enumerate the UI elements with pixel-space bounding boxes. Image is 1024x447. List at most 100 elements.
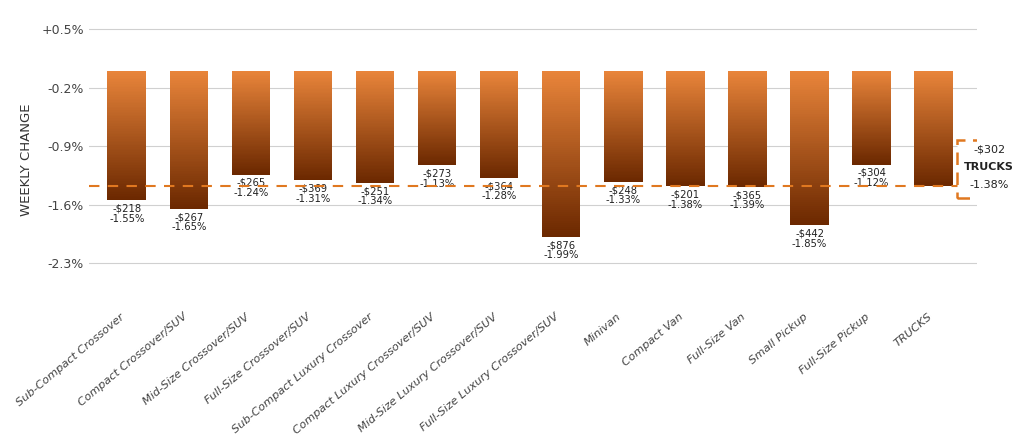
Bar (791, 189, 828, 191)
Bar (852, 93, 891, 94)
Bar (914, 123, 953, 124)
Bar (170, 185, 208, 186)
Bar (542, 119, 581, 121)
Bar (231, 78, 270, 79)
Bar (728, 180, 767, 181)
Bar (355, 88, 394, 89)
Bar (108, 128, 146, 129)
Bar (791, 71, 828, 73)
Bar (294, 149, 332, 150)
Bar (604, 138, 642, 139)
Bar (170, 118, 208, 119)
Bar (604, 103, 642, 105)
Bar (728, 109, 767, 110)
Bar (667, 176, 705, 177)
Bar (480, 174, 518, 175)
Bar (791, 166, 828, 168)
Text: -1.12%: -1.12% (854, 178, 889, 188)
Bar (542, 177, 581, 179)
Bar (852, 79, 891, 80)
Bar (604, 148, 642, 149)
Bar (791, 200, 828, 202)
Bar (355, 181, 394, 183)
Bar (480, 74, 518, 75)
Bar (914, 118, 953, 120)
Bar (294, 122, 332, 123)
Bar (914, 110, 953, 111)
Bar (418, 77, 457, 78)
Bar (355, 174, 394, 176)
Bar (231, 143, 270, 145)
Bar (170, 119, 208, 121)
Bar (604, 92, 642, 93)
Bar (480, 93, 518, 94)
Bar (231, 133, 270, 135)
Bar (355, 176, 394, 177)
Bar (294, 146, 332, 148)
Text: -$273: -$273 (423, 169, 452, 179)
Bar (852, 78, 891, 79)
Bar (667, 148, 705, 149)
Bar (728, 154, 767, 155)
Bar (604, 129, 642, 131)
Bar (604, 174, 642, 175)
Bar (170, 73, 208, 75)
Bar (667, 117, 705, 118)
Bar (108, 179, 146, 181)
Bar (294, 116, 332, 118)
Bar (355, 131, 394, 133)
Bar (728, 81, 767, 83)
Bar (355, 84, 394, 85)
Bar (355, 149, 394, 151)
Bar (914, 159, 953, 160)
Bar (170, 131, 208, 133)
Bar (667, 81, 705, 83)
Bar (231, 141, 270, 142)
Bar (108, 178, 146, 179)
Bar (542, 84, 581, 86)
Bar (667, 91, 705, 93)
Text: TRUCKS: TRUCKS (965, 162, 1014, 172)
Bar (852, 92, 891, 93)
Bar (355, 120, 394, 122)
Bar (418, 85, 457, 86)
Bar (294, 161, 332, 163)
Bar (728, 119, 767, 120)
Bar (604, 82, 642, 84)
Bar (914, 177, 953, 179)
Bar (604, 132, 642, 134)
Bar (170, 145, 208, 147)
Bar (852, 80, 891, 82)
Bar (542, 162, 581, 164)
Bar (170, 205, 208, 207)
Bar (418, 88, 457, 89)
Bar (418, 144, 457, 145)
Bar (914, 160, 953, 162)
Bar (170, 198, 208, 200)
Bar (604, 177, 642, 178)
Bar (170, 169, 208, 171)
Bar (728, 100, 767, 101)
Bar (108, 76, 146, 78)
Bar (294, 164, 332, 165)
Bar (791, 110, 828, 112)
Bar (480, 83, 518, 84)
Bar (914, 170, 953, 172)
Bar (852, 77, 891, 78)
Bar (791, 179, 828, 181)
Bar (728, 114, 767, 116)
Bar (418, 147, 457, 148)
Bar (667, 122, 705, 123)
Bar (604, 113, 642, 114)
Text: -1.38%: -1.38% (970, 180, 1009, 190)
Bar (108, 95, 146, 97)
Bar (108, 139, 146, 141)
Bar (791, 175, 828, 177)
Bar (480, 148, 518, 150)
Bar (231, 109, 270, 110)
Bar (728, 162, 767, 164)
Bar (170, 195, 208, 197)
Bar (667, 87, 705, 89)
Bar (604, 95, 642, 96)
Bar (418, 90, 457, 91)
